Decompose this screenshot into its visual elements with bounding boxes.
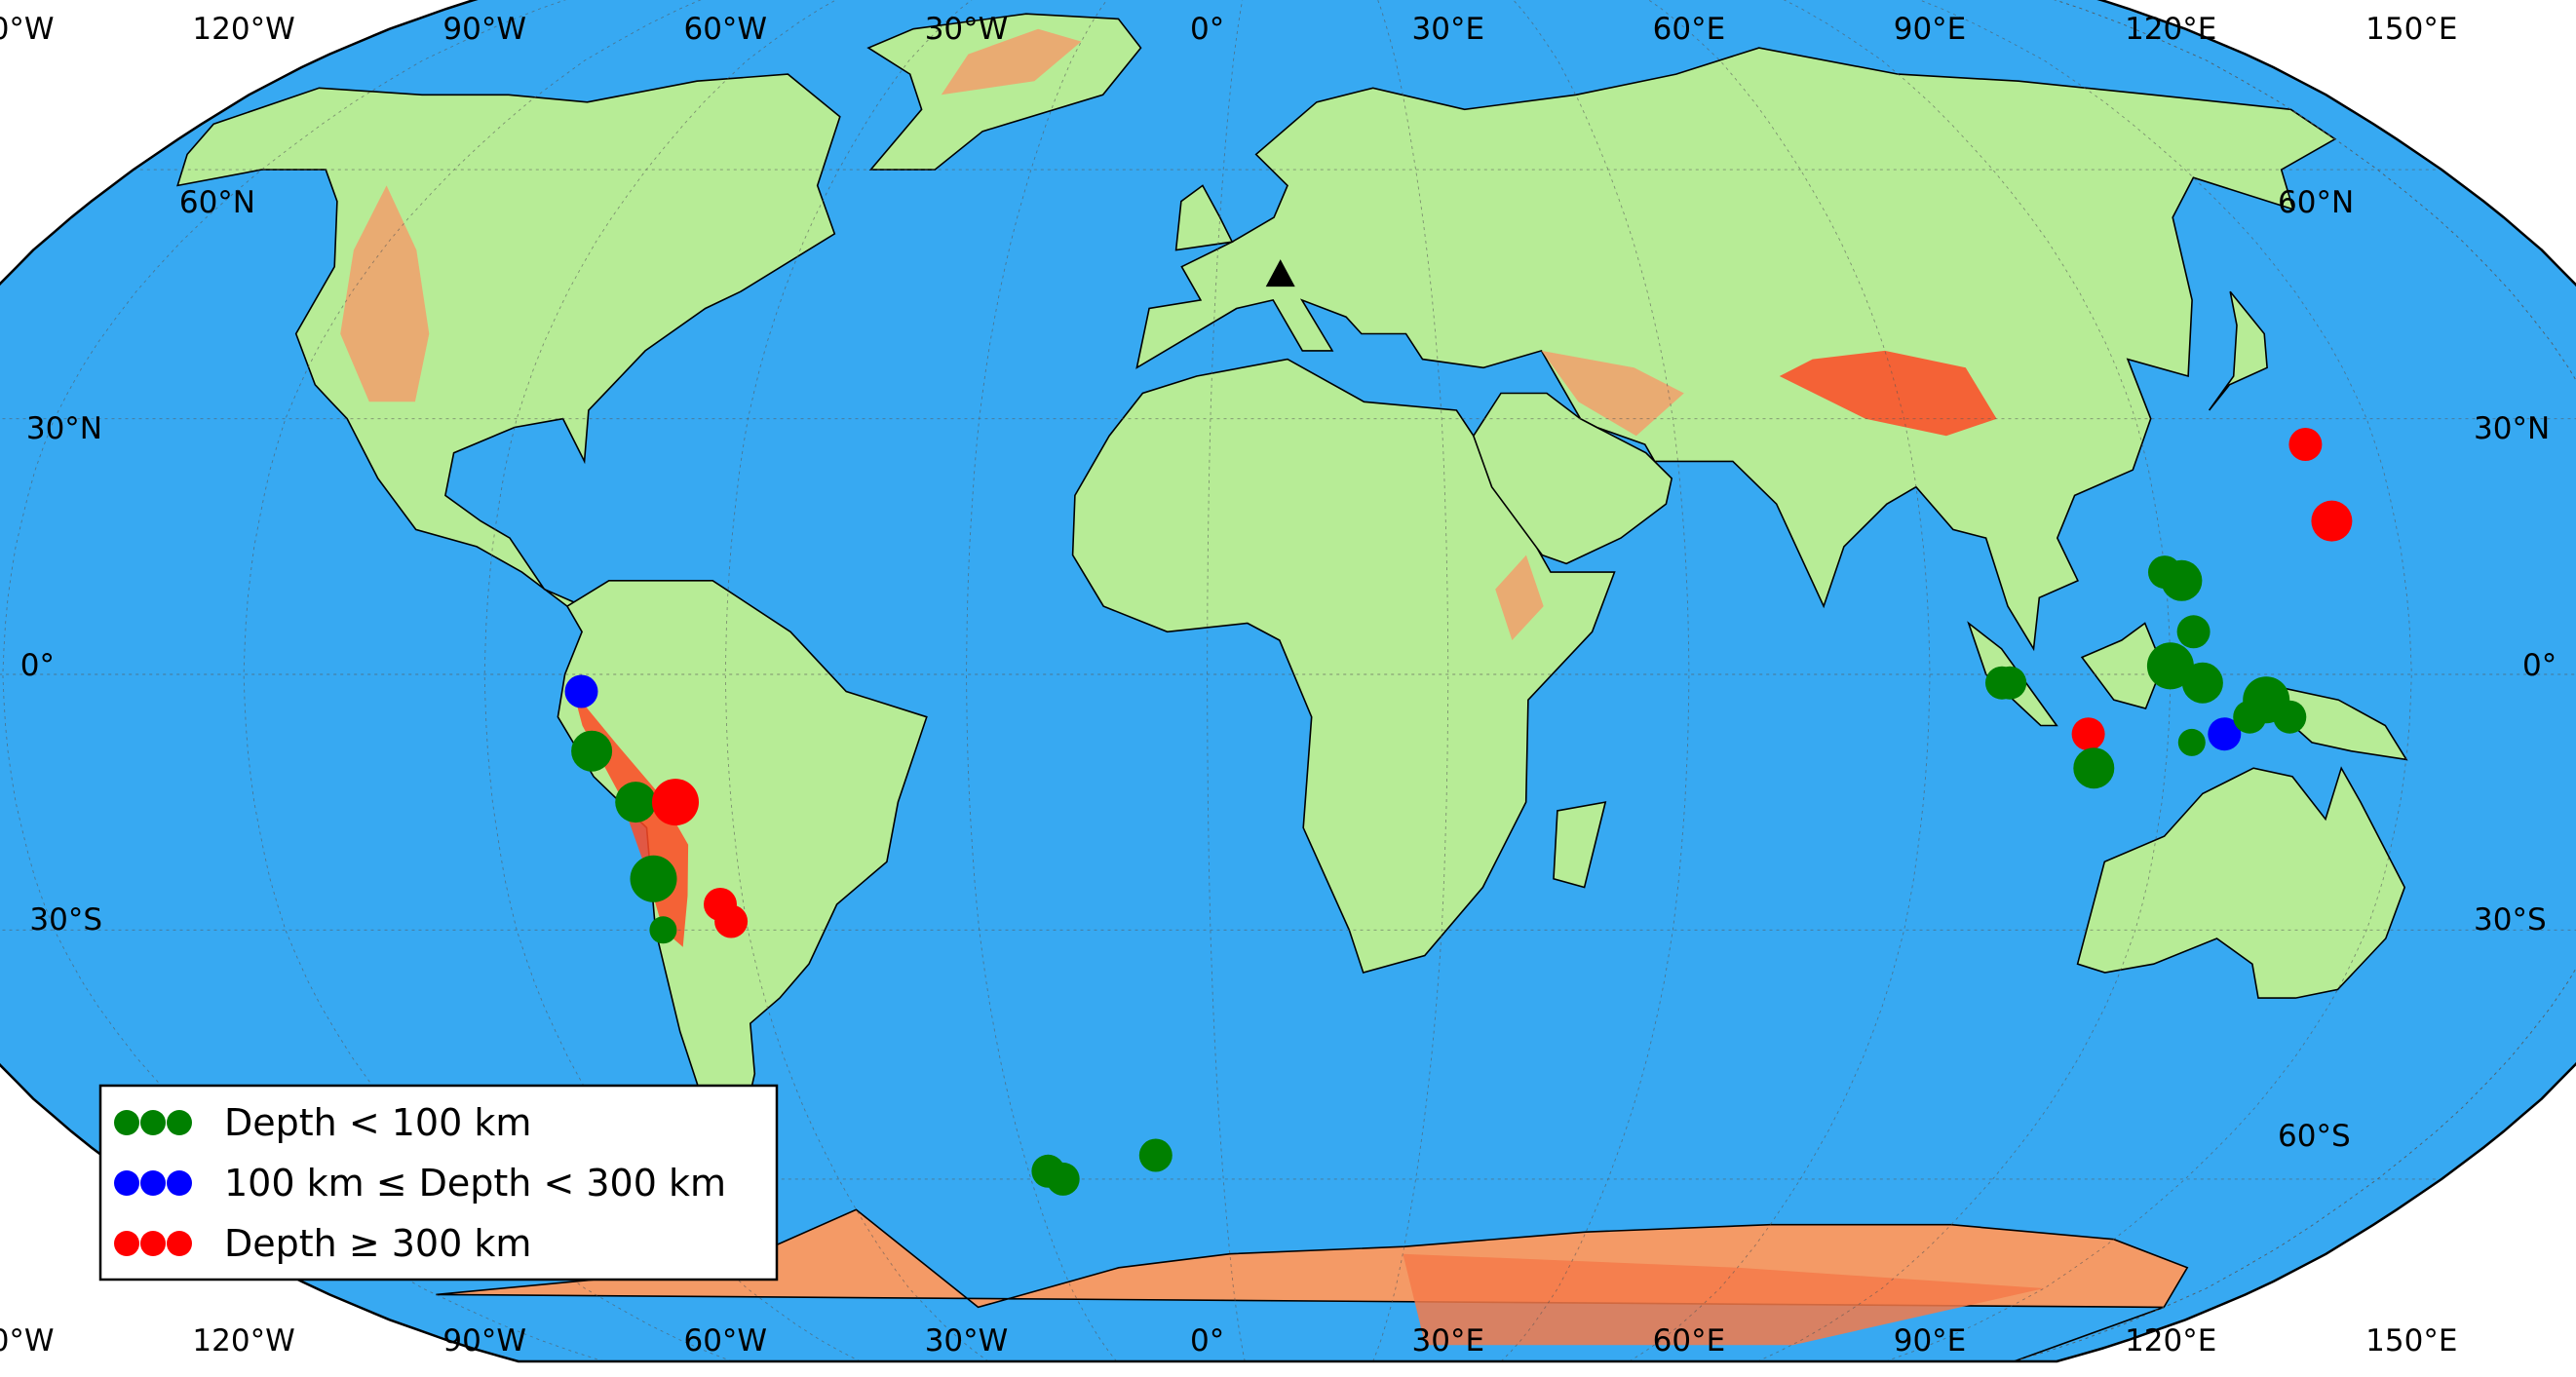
latitude-labels-right: 60°N 30°N 0° 30°S 60°S bbox=[2278, 185, 2557, 1154]
lon-label-bottom: 90°W bbox=[442, 1323, 526, 1358]
meridian-line bbox=[1885, 0, 2412, 1361]
earthquake-event-shallow bbox=[2146, 642, 2194, 690]
station-triangle-icon bbox=[1265, 259, 1295, 287]
lon-label-top: 60°E bbox=[1653, 12, 1726, 47]
australia-landmass bbox=[2076, 766, 2406, 999]
earthquake-event-intermediate bbox=[564, 674, 598, 708]
lon-label-bottom: 30°W bbox=[925, 1323, 1009, 1358]
tibetan-plateau-relief bbox=[1779, 350, 1997, 437]
lon-label-top: 120°W bbox=[192, 12, 294, 47]
latitude-labels-left: 60°N 30°N 0° 30°S bbox=[20, 185, 255, 937]
lon-label-top: 120°E bbox=[2125, 12, 2216, 47]
lon-label-top: 30°E bbox=[1412, 12, 1485, 47]
earthquake-event-deep bbox=[714, 904, 749, 938]
lon-label-bottom: 120°W bbox=[192, 1323, 294, 1358]
earthquake-event-shallow bbox=[2176, 615, 2211, 649]
earthquake-event-deep bbox=[2071, 717, 2105, 751]
earthquake-event-shallow bbox=[615, 782, 657, 823]
lat-label-right: 30°S bbox=[2474, 902, 2547, 937]
earthquake-event-intermediate bbox=[2208, 717, 2242, 751]
lon-label-top: 60°W bbox=[683, 12, 767, 47]
madagascar-landmass bbox=[1553, 801, 1607, 889]
earthquake-event-shallow bbox=[2161, 559, 2203, 601]
lon-label-top: 90°W bbox=[442, 12, 526, 47]
earthquake-event-deep bbox=[652, 779, 699, 826]
earthquake-event-shallow bbox=[2177, 728, 2206, 756]
meridian-line bbox=[1207, 0, 1246, 1361]
lon-label-top: 150°W bbox=[0, 12, 55, 47]
earthquake-event-shallow bbox=[1993, 666, 2027, 700]
earthquake-event-shallow bbox=[1046, 1162, 1080, 1196]
antarctic-ice-dome-relief bbox=[1403, 1253, 2045, 1346]
land-layer bbox=[176, 13, 2408, 1361]
japan-landmass bbox=[2208, 290, 2268, 411]
iranian-plateau-relief bbox=[1541, 350, 1684, 437]
lon-label-top: 150°E bbox=[2365, 12, 2457, 47]
lon-label-bottom: 60°E bbox=[1653, 1323, 1726, 1358]
lat-label-left: 60°N bbox=[179, 185, 255, 220]
legend-marker-icon bbox=[114, 1170, 192, 1196]
earthquake-event-shallow bbox=[2181, 662, 2223, 704]
north-america-landmass bbox=[176, 73, 841, 607]
lon-label-bottom: 120°E bbox=[2125, 1323, 2216, 1358]
lon-label-bottom: 30°E bbox=[1412, 1323, 1485, 1358]
lon-label-bottom: 150°W bbox=[0, 1323, 55, 1358]
legend-label: Depth ≥ 300 km bbox=[224, 1222, 531, 1265]
arabia-landmass bbox=[1472, 392, 1673, 565]
longitude-labels-top: 150°W 120°W 90°W 60°W 30°W 0° 30°E 60°E 90°E 120°… bbox=[0, 12, 2457, 47]
meridian-line bbox=[1629, 0, 1931, 1361]
earthquake-event-deep bbox=[2288, 428, 2323, 461]
meridian-line bbox=[483, 0, 861, 1361]
meridian-line bbox=[2014, 0, 2576, 1361]
longitude-labels-bottom: 150°W 120°W 90°W 60°W 30°W 0° 30°E 60°E 90°E 120°… bbox=[0, 1323, 2457, 1358]
lon-label-top: 90°E bbox=[1894, 12, 1967, 47]
lon-label-bottom: 150°E bbox=[2365, 1323, 2457, 1358]
lat-label-right: 30°N bbox=[2474, 411, 2550, 446]
greenland-ice-relief bbox=[941, 28, 1082, 96]
legend: Depth < 100 km 100 km ≤ Depth < 300 km Dep… bbox=[98, 1084, 779, 1281]
earthquake-events bbox=[564, 428, 2353, 1196]
lon-label-bottom: 0° bbox=[1190, 1323, 1224, 1358]
lat-label-left: 30°S bbox=[29, 902, 102, 937]
lon-label-top: 30°W bbox=[925, 12, 1009, 47]
legend-label: Depth < 100 km bbox=[224, 1101, 531, 1144]
legend-box bbox=[98, 1084, 779, 1281]
earthquake-event-shallow bbox=[630, 855, 677, 902]
earthquake-event-shallow bbox=[2073, 747, 2115, 789]
meridian-line bbox=[1500, 0, 1690, 1361]
greenland-landmass bbox=[866, 13, 1142, 171]
earthquake-event-shallow bbox=[571, 730, 613, 772]
africa-landmass bbox=[1071, 358, 1616, 974]
uk-landmass bbox=[1174, 184, 1234, 251]
legend-marker-icon bbox=[114, 1110, 192, 1135]
lon-label-bottom: 90°E bbox=[1894, 1323, 1967, 1358]
legend-marker-icon bbox=[114, 1231, 192, 1256]
lat-label-right: 60°N bbox=[2278, 185, 2354, 220]
meridian-line bbox=[724, 0, 989, 1361]
earthquake-event-shallow bbox=[1138, 1138, 1173, 1172]
legend-label: 100 km ≤ Depth < 300 km bbox=[224, 1162, 726, 1205]
eurasia-landmass bbox=[1135, 47, 2337, 652]
earthquake-event-shallow bbox=[2273, 700, 2307, 734]
earthquake-event-deep bbox=[2311, 500, 2353, 542]
earthquake-event-shallow bbox=[649, 916, 677, 944]
lat-label-right: 60°S bbox=[2278, 1119, 2351, 1154]
lon-label-bottom: 60°W bbox=[683, 1323, 767, 1358]
rocky-mountains-relief bbox=[340, 185, 430, 402]
lat-label-left: 0° bbox=[20, 648, 55, 683]
lat-label-left: 30°N bbox=[26, 411, 102, 446]
lat-label-right: 0° bbox=[2522, 648, 2557, 683]
lon-label-top: 0° bbox=[1190, 12, 1224, 47]
ethiopian-highlands-relief bbox=[1495, 555, 1544, 640]
